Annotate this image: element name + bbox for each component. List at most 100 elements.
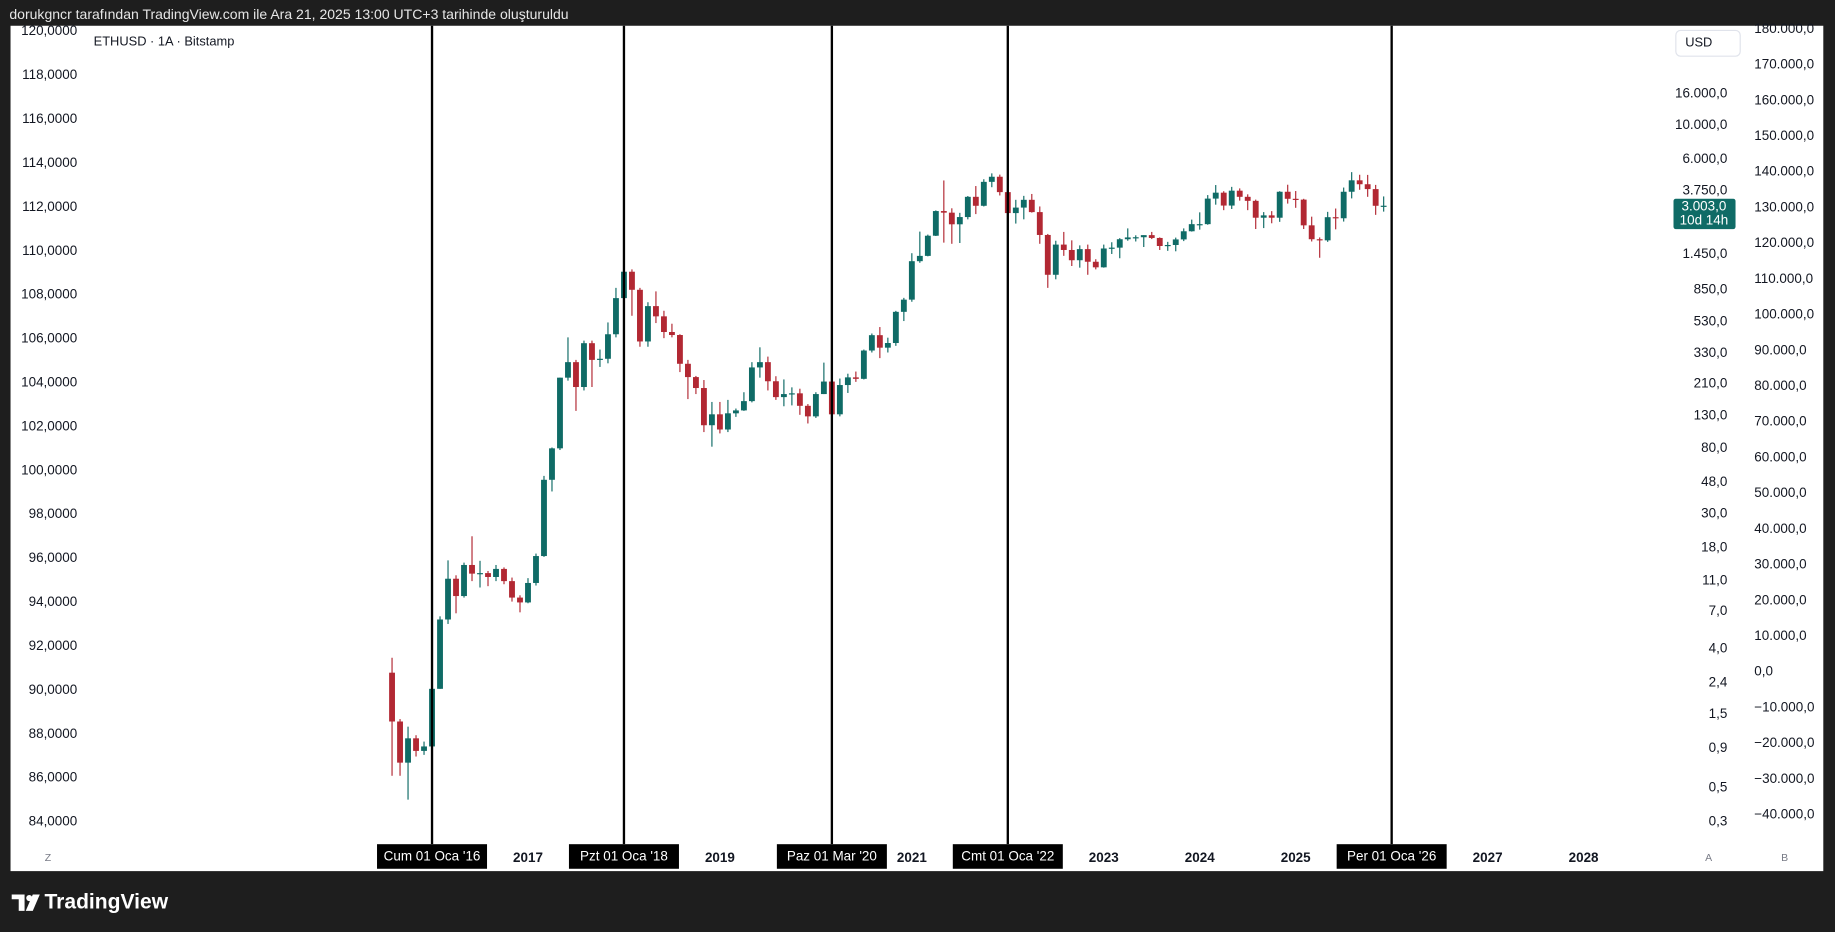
candle-body xyxy=(788,393,795,395)
candle-body xyxy=(1236,190,1243,197)
candle-body xyxy=(908,261,915,300)
candle-body xyxy=(1084,249,1091,262)
candle-body xyxy=(413,738,419,751)
candle-body xyxy=(844,377,851,386)
candle-body xyxy=(1148,235,1155,238)
candle-body xyxy=(389,672,395,722)
candle-body xyxy=(1044,234,1051,275)
candle-body xyxy=(693,377,699,389)
candle-body xyxy=(469,564,475,574)
axis-button[interactable]: A xyxy=(1705,852,1712,864)
candle-body xyxy=(996,176,1003,193)
right-tick-label: 30.000,0 xyxy=(1754,557,1806,572)
candle-body xyxy=(916,255,923,262)
candle-body xyxy=(780,394,787,398)
candle-body xyxy=(1380,205,1387,207)
x-tick-label: 2025 xyxy=(1281,850,1311,865)
candle-body xyxy=(573,362,579,388)
left-tick-label: 110,0000 xyxy=(22,243,77,258)
marker-label: Cum 01 Oca '16 xyxy=(384,849,481,864)
candle-body xyxy=(509,581,515,598)
candle-body xyxy=(1132,237,1139,239)
right-tick-label: −10.000,0 xyxy=(1754,699,1814,714)
candle-body xyxy=(445,578,451,620)
candle-body xyxy=(892,311,899,344)
candle-body xyxy=(804,405,811,417)
candle-body xyxy=(1356,180,1363,185)
candle-body xyxy=(1140,235,1147,238)
candle-body xyxy=(1244,196,1251,201)
candle-body xyxy=(677,335,683,364)
candle-body xyxy=(748,367,755,402)
candle-body xyxy=(700,388,707,426)
price-tick-label: 1,5 xyxy=(1709,706,1728,721)
logo-mark xyxy=(11,894,25,911)
candle-body xyxy=(1372,189,1379,206)
price-tick-label: 130,0 xyxy=(1694,407,1728,422)
currency-button[interactable] xyxy=(1675,29,1741,57)
right-tick-label: −20.000,0 xyxy=(1754,735,1814,750)
marker-label-box xyxy=(568,844,679,869)
candle-body xyxy=(716,414,723,430)
x-tick-label: 2024 xyxy=(1185,850,1215,865)
candle-body xyxy=(1276,191,1283,218)
price-tick-label: 6.000,0 xyxy=(1682,151,1727,166)
countdown: 10d 14h xyxy=(1680,213,1729,228)
right-tick-label: 170.000,0 xyxy=(1754,57,1814,72)
candle-body xyxy=(772,381,779,398)
candle-body xyxy=(597,358,603,360)
axis-button[interactable]: Z xyxy=(45,852,52,864)
left-tick-label: 90,0000 xyxy=(29,682,78,697)
candle-body xyxy=(764,362,771,382)
right-tick-label: 180.000,0 xyxy=(1754,21,1814,36)
candle-body xyxy=(661,316,667,333)
candle-body xyxy=(533,556,539,583)
right-tick-label: 60.000,0 xyxy=(1754,449,1806,464)
candle-body xyxy=(1164,244,1171,247)
candle-body xyxy=(669,332,675,336)
chart-pane xyxy=(10,25,1824,872)
candle-body xyxy=(988,176,995,182)
right-tick-label: 110.000,0 xyxy=(1754,271,1813,286)
candle-body xyxy=(1340,191,1347,219)
left-tick-label: 106,0000 xyxy=(21,331,77,346)
candle-body xyxy=(1204,198,1211,225)
price-tick-label: 2,4 xyxy=(1709,675,1728,690)
x-tick-label: 2027 xyxy=(1473,850,1503,865)
candle-body xyxy=(1116,239,1123,248)
right-tick-label: 50.000,0 xyxy=(1754,485,1806,500)
right-tick-label: 120.000,0 xyxy=(1754,235,1814,250)
candle-body xyxy=(1188,224,1195,232)
left-tick-label: 120,0000 xyxy=(21,23,77,38)
candle-body xyxy=(1268,215,1275,218)
candle-body xyxy=(868,335,875,351)
symbol-legend: ETHUSD · 1A · Bitstamp xyxy=(94,34,235,49)
candle-body xyxy=(1180,231,1187,240)
right-tick-label: 90.000,0 xyxy=(1754,342,1806,357)
candle-body xyxy=(1020,199,1027,208)
x-tick-label: 2023 xyxy=(1089,850,1119,865)
candle-body xyxy=(397,721,403,763)
candle-body xyxy=(1228,190,1235,206)
marker-label: Paz 01 Mar '20 xyxy=(787,849,877,864)
candle-body xyxy=(1260,215,1267,218)
candle-body xyxy=(1292,198,1299,200)
right-tick-label: 40.000,0 xyxy=(1754,521,1806,536)
candle-body xyxy=(980,181,987,206)
axis-button[interactable]: B xyxy=(1781,852,1788,864)
candle-body xyxy=(876,335,883,348)
candle-body xyxy=(1364,184,1371,190)
candle-body xyxy=(860,350,867,379)
left-tick-label: 118,0000 xyxy=(22,67,77,82)
right-tick-label: 150.000,0 xyxy=(1754,128,1814,143)
marker-label-box xyxy=(776,844,887,869)
currency-label[interactable]: USD xyxy=(1685,35,1712,50)
price-tick-label: 80,0 xyxy=(1701,440,1727,455)
right-tick-label: 10.000,0 xyxy=(1754,628,1806,643)
candle-body xyxy=(405,738,411,763)
candle-body xyxy=(1220,192,1227,206)
price-tick-label: 4,0 xyxy=(1709,640,1728,655)
x-tick-label: 2017 xyxy=(513,850,543,865)
right-tick-label: 70.000,0 xyxy=(1754,414,1806,429)
